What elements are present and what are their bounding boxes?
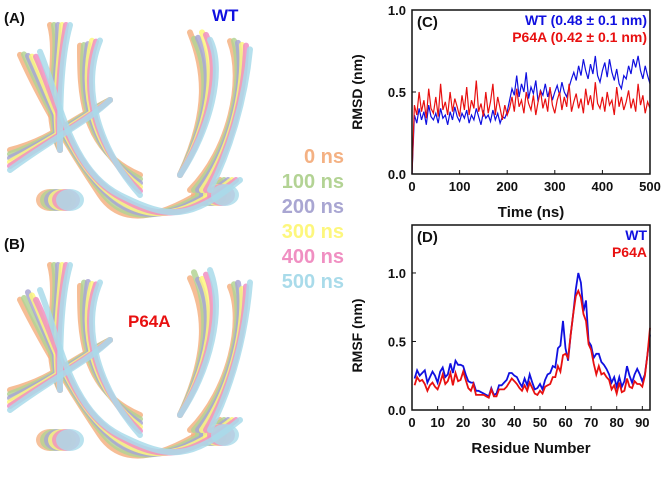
- series-line-p64a: [413, 288, 651, 400]
- x-tick-label: 10: [430, 415, 444, 430]
- helix: [56, 189, 84, 211]
- legend-100ns: 100 ns: [281, 171, 344, 193]
- x-tick-label: 30: [482, 415, 496, 430]
- panel-a-label: (A): [4, 10, 25, 27]
- p64a-structure-overlay: [7, 262, 253, 459]
- legend-200ns: 200 ns: [281, 196, 344, 218]
- y-tick-label: 0.5: [388, 85, 406, 100]
- ribbon-strand: [57, 262, 73, 393]
- y-tick-label: 0.5: [388, 334, 406, 349]
- y-tick-label: 1.0: [388, 266, 406, 281]
- x-tick-label: 50: [533, 415, 547, 430]
- y-axis-label: RMSD (nm): [349, 54, 365, 129]
- protein-structures: [7, 22, 253, 459]
- x-tick-label: 0: [408, 415, 415, 430]
- ribbon-strand: [177, 267, 219, 418]
- x-tick-label: 20: [456, 415, 470, 430]
- ribbon-strand: [89, 37, 143, 198]
- helix: [56, 429, 84, 451]
- legend-300ns: 300 ns: [281, 221, 344, 243]
- x-tick-label: 60: [558, 415, 572, 430]
- panel-label: (D): [417, 229, 438, 246]
- ribbon-strand: [37, 287, 243, 456]
- rmsf-chart: 0 10 20 30 40 50 60 70 80 90 0.0 0.5 1.0 Residue Numb…: [349, 224, 651, 457]
- x-tick-label: 90: [635, 415, 649, 430]
- panel-a-title: WT: [212, 6, 239, 25]
- helix: [211, 184, 239, 206]
- series-line-wt: [411, 55, 651, 175]
- ribbon-strand: [177, 36, 219, 178]
- wt-structure-overlay: [7, 22, 253, 219]
- legend-entry: P64A (0.42 ± 0.1 nm): [512, 29, 647, 45]
- legend-500ns: 500 ns: [281, 271, 344, 293]
- ribbon-strand: [7, 97, 113, 173]
- plot-frame: [411, 224, 651, 411]
- series-line-p64a: [411, 80, 651, 175]
- ribbon-strand: [207, 46, 253, 193]
- x-tick-label: 400: [592, 179, 614, 194]
- series-line-wt: [413, 272, 651, 398]
- legend-entry: WT: [625, 227, 647, 243]
- x-tick-label: 300: [544, 179, 566, 194]
- legend-entry: P64A: [612, 244, 647, 260]
- panel-b-title: P64A: [128, 312, 171, 331]
- rmsd-chart: 0 100 200 300 400 500 0.0 0.5 1.0 Time (ns) RMSD (…: [349, 3, 661, 221]
- helix: [211, 424, 239, 446]
- y-axis-label: RMSF (nm): [349, 299, 365, 373]
- ribbon-strand: [7, 337, 113, 413]
- y-tick-label: 1.0: [388, 3, 406, 18]
- panel-b-label: (B): [4, 236, 25, 253]
- x-tick-label: 200: [496, 179, 518, 194]
- y-tick-label: 0.0: [388, 403, 406, 418]
- ribbon-strand: [207, 279, 253, 433]
- x-tick-label: 0: [408, 179, 415, 194]
- x-axis-label: Residue Number: [471, 440, 590, 457]
- x-tick-label: 40: [507, 415, 521, 430]
- x-tick-label: 500: [639, 179, 661, 194]
- legend-entry: WT (0.48 ± 0.1 nm): [525, 12, 647, 28]
- x-tick-label: 70: [584, 415, 598, 430]
- x-tick-label: 80: [609, 415, 623, 430]
- ribbon-strand: [89, 279, 143, 438]
- legend-0ns: 0 ns: [303, 146, 344, 168]
- ribbon-strand: [57, 22, 73, 153]
- y-tick-label: 0.0: [388, 167, 406, 182]
- legend-400ns: 400 ns: [281, 246, 344, 268]
- x-tick-label: 100: [449, 179, 471, 194]
- x-axis-label: Time (ns): [498, 204, 564, 221]
- ribbon-strand: [37, 48, 243, 216]
- panel-label: (C): [417, 14, 438, 31]
